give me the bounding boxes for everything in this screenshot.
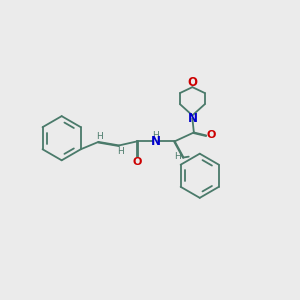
Text: H: H xyxy=(97,132,103,141)
Text: N: N xyxy=(188,112,197,125)
Text: H: H xyxy=(117,146,124,155)
Text: O: O xyxy=(206,130,216,140)
Text: H: H xyxy=(152,130,159,140)
Text: O: O xyxy=(188,76,197,89)
Text: O: O xyxy=(133,157,142,166)
Text: H: H xyxy=(174,152,181,160)
Text: N: N xyxy=(151,135,160,148)
